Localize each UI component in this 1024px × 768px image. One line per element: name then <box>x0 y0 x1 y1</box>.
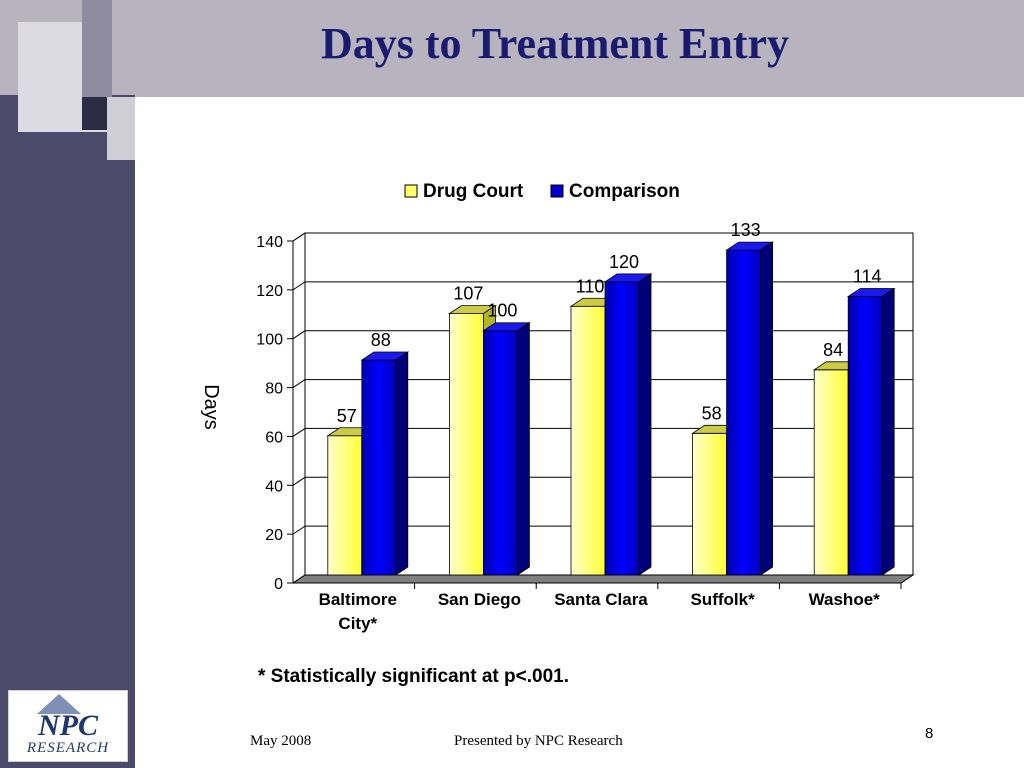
legend-swatch-comparison <box>550 184 564 198</box>
y-tick-label: 20 <box>265 527 283 544</box>
slide-title: Days to Treatment Entry <box>320 19 790 68</box>
gridline-side <box>292 574 306 584</box>
header-band <box>0 0 1024 97</box>
bar-side-comparison <box>881 287 895 576</box>
decor-square-mid <box>82 0 112 100</box>
gridline-side <box>292 232 306 242</box>
footer-date: May 2008 <box>250 733 312 749</box>
y-tick-label: 0 <box>274 576 283 593</box>
x-tick-label: Santa Clara <box>554 590 648 609</box>
x-tick-label: Washoe* <box>809 590 881 609</box>
data-label: 120 <box>609 252 639 272</box>
bar-drug-court <box>692 432 727 576</box>
x-tick-label: Baltimore <box>319 590 397 609</box>
bar-side-comparison <box>638 273 652 576</box>
bar-side-comparison <box>760 241 773 576</box>
y-tick-label: 40 <box>265 478 283 495</box>
data-label: 114 <box>853 267 882 287</box>
legend-label-drug-court: Drug Court <box>423 181 524 202</box>
gridline-side <box>292 281 306 291</box>
bar-comparison <box>482 330 518 576</box>
bar-drug-court <box>570 305 606 576</box>
data-label: 58 <box>702 403 722 423</box>
left-sidebar-band <box>0 95 135 768</box>
legend-swatch-drug-court <box>404 184 418 198</box>
data-label: 133 <box>731 220 761 240</box>
y-tick-label: 120 <box>256 283 283 300</box>
gridline-side <box>292 330 306 340</box>
gridline-side <box>292 379 306 388</box>
footer-presenter: Presented by NPC Research <box>454 733 623 749</box>
bar-comparison <box>604 281 640 576</box>
legend-label-comparison: Comparison <box>569 181 680 202</box>
logo-text-bottom: RESEARCH <box>26 740 110 756</box>
page-number: 8 <box>925 725 934 742</box>
bar-drug-court <box>448 313 484 576</box>
y-tick-label: 60 <box>265 429 283 446</box>
logo-text-top: NPC <box>38 709 98 742</box>
data-label: 110 <box>576 276 605 296</box>
y-tick-label: 140 <box>256 234 283 251</box>
bar-drug-court <box>327 435 363 576</box>
bar-comparison <box>361 359 397 576</box>
data-label: 88 <box>371 330 391 350</box>
x-tick-label: San Diego <box>438 590 521 609</box>
gridline-side <box>292 476 306 486</box>
y-tick-label: 80 <box>265 381 283 398</box>
x-tick-label: City* <box>338 614 377 633</box>
gridline-side <box>292 428 306 437</box>
bar-drug-court <box>813 369 849 576</box>
mountain-icon <box>37 694 81 714</box>
decor-square-pale <box>107 97 135 160</box>
gridline-side <box>292 525 306 535</box>
data-label: 84 <box>823 340 843 360</box>
data-label: 100 <box>487 301 517 321</box>
bar-side-comparison <box>517 321 530 576</box>
y-tick-label: 100 <box>256 332 283 349</box>
significance-footnote: * Statistically significant at p<.001. <box>258 666 569 687</box>
npc-logo: NPC RESEARCH <box>8 690 128 762</box>
bar-side-comparison <box>395 351 409 576</box>
data-label: 57 <box>337 406 357 426</box>
decor-square-dark <box>82 97 107 130</box>
data-label: 107 <box>453 284 483 304</box>
bar-comparison <box>726 249 761 576</box>
chart-floor <box>291 574 915 584</box>
y-axis-label: Days <box>200 384 222 430</box>
x-tick-label: Suffolk* <box>690 590 755 609</box>
bar-comparison <box>847 296 883 576</box>
